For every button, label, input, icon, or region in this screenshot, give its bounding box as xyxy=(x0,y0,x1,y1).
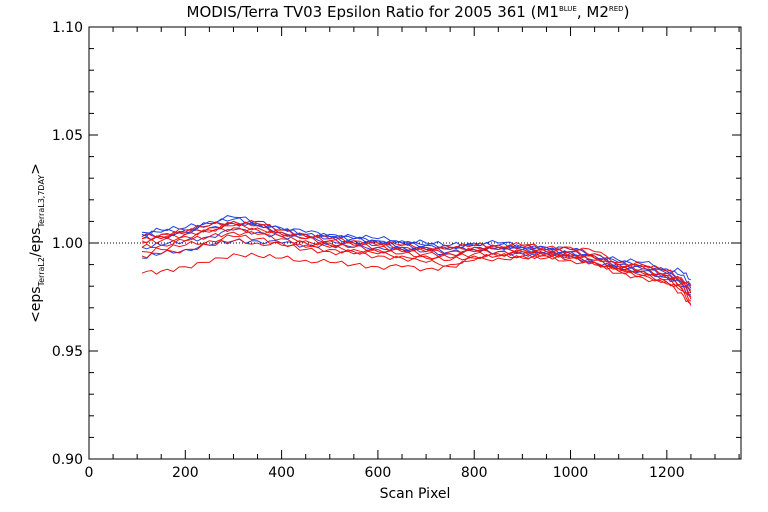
y-tick-label: 1.10 xyxy=(52,20,83,36)
x-tick-label: 800 xyxy=(461,465,488,481)
chart-title-sup-red: RED xyxy=(609,5,624,13)
y-axis-label-open: <eps xyxy=(28,286,44,323)
chart-title-middle: , M2 xyxy=(577,3,609,21)
series-line-red xyxy=(141,223,691,294)
x-tick-label: 0 xyxy=(85,465,94,481)
axis-ticks xyxy=(88,26,741,460)
x-axis-label: Scan Pixel xyxy=(380,486,451,502)
series-line-red xyxy=(141,238,692,304)
series-line-red xyxy=(141,227,692,298)
series-line-red xyxy=(141,252,692,306)
y-axis-label-sub2: TerraL3,7DAY xyxy=(37,175,46,229)
series-line-red xyxy=(141,231,692,300)
y-axis-label: <epsTerraL2/epsTerraL3,7DAY> xyxy=(28,163,46,323)
x-tick-label: 1200 xyxy=(649,465,685,481)
chart-title-prefix: MODIS/Terra TV03 Epsilon Ratio for 2005 … xyxy=(187,3,559,21)
series-line-blue xyxy=(141,217,691,285)
y-tick-label: 1.05 xyxy=(52,128,83,144)
series-line-blue xyxy=(141,215,692,281)
y-tick-label: 0.90 xyxy=(52,452,83,468)
series-line-red xyxy=(141,221,692,291)
series-line-red xyxy=(141,219,692,287)
y-axis-label-sub1: TerraL2 xyxy=(37,257,46,287)
y-axis-label-slash: /eps xyxy=(28,228,44,258)
y-tick-label: 1.00 xyxy=(52,236,83,252)
y-tick-label: 0.95 xyxy=(52,344,83,360)
x-tick-label: 1000 xyxy=(553,465,589,481)
series-lines xyxy=(141,215,692,306)
chart-title: MODIS/Terra TV03 Epsilon Ratio for 2005 … xyxy=(187,3,630,21)
axis-tick-labels: 0 200 400 600 800 1000 1200 0.90 0.95 1.00 1.05 1.1… xyxy=(52,20,685,481)
x-tick-label: 600 xyxy=(365,465,392,481)
y-axis-label-close: > xyxy=(28,163,44,175)
chart-title-suffix: ) xyxy=(624,3,630,21)
chart-title-sup-blue: BLUE xyxy=(559,5,577,13)
x-tick-label: 200 xyxy=(172,465,199,481)
x-tick-label: 400 xyxy=(268,465,295,481)
